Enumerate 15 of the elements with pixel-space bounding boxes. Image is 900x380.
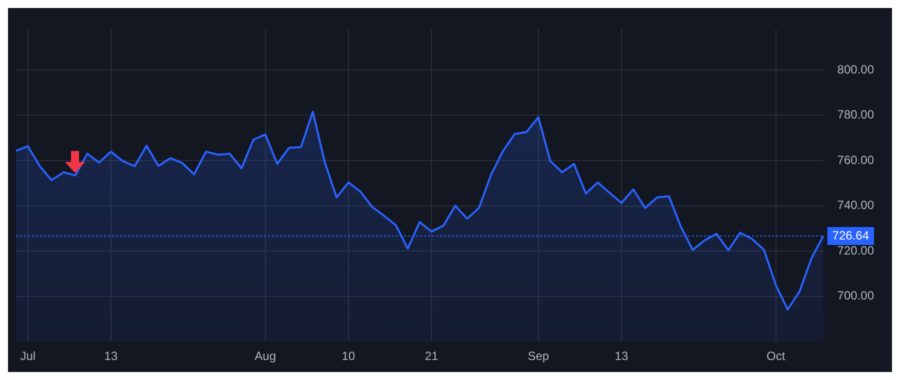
y-tick-label: 740.00 — [837, 198, 874, 212]
x-tick-label: Aug — [254, 349, 276, 364]
y-tick-label: 720.00 — [837, 243, 874, 258]
x-tick-label: Sep — [528, 349, 550, 364]
x-tick-label: Oct — [766, 349, 786, 364]
ref-line-label: 726.64 — [832, 228, 870, 242]
x-tick-label: 21 — [424, 349, 439, 364]
y-tick-label: 780.00 — [837, 108, 874, 122]
y-tick-label: 700.00 — [837, 288, 874, 303]
y-tick-label: 800.00 — [837, 62, 874, 76]
x-tick-label: Jul — [20, 349, 36, 364]
y-tick-label: 760.00 — [837, 152, 874, 167]
x-tick-label: 10 — [342, 349, 356, 364]
x-tick-label: 13 — [104, 349, 118, 364]
x-tick-label: 13 — [614, 349, 628, 364]
